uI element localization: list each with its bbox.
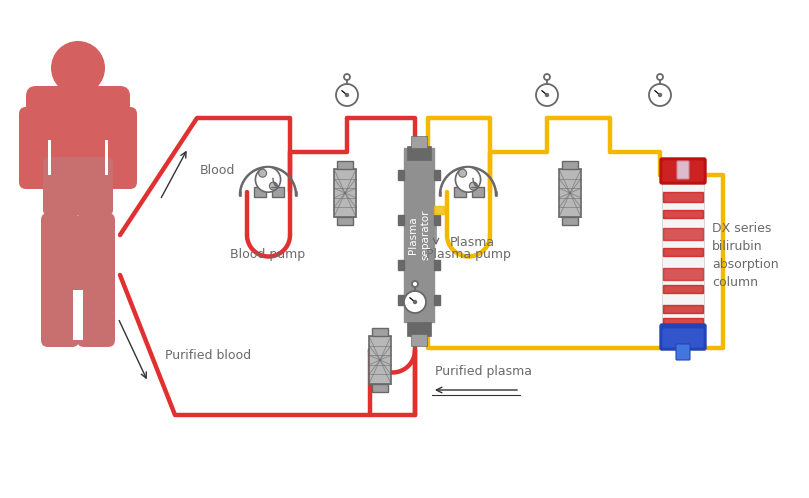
Circle shape <box>545 94 549 97</box>
Bar <box>404 148 434 322</box>
Bar <box>398 260 404 270</box>
FancyBboxPatch shape <box>19 107 55 189</box>
Circle shape <box>469 182 477 190</box>
Text: Blood: Blood <box>200 163 235 176</box>
FancyBboxPatch shape <box>43 157 113 215</box>
Circle shape <box>344 74 350 80</box>
Circle shape <box>256 167 281 192</box>
Text: Purified blood: Purified blood <box>165 349 251 362</box>
Text: Purified plasma: Purified plasma <box>435 365 532 378</box>
Bar <box>663 268 703 280</box>
Circle shape <box>51 41 105 95</box>
Bar <box>434 215 440 225</box>
Bar <box>73 290 83 340</box>
Circle shape <box>413 300 417 303</box>
Bar <box>454 187 466 197</box>
Bar <box>372 384 388 392</box>
Bar <box>559 169 581 217</box>
FancyBboxPatch shape <box>663 329 703 347</box>
Bar <box>48 120 108 165</box>
Text: Blood pump: Blood pump <box>231 248 306 261</box>
Bar <box>48 140 51 175</box>
Bar <box>663 318 703 326</box>
Bar <box>369 336 391 384</box>
Bar <box>398 170 404 180</box>
Bar <box>411 334 427 346</box>
Bar <box>407 322 431 336</box>
Circle shape <box>404 291 426 313</box>
FancyBboxPatch shape <box>663 161 703 181</box>
Bar <box>398 215 404 225</box>
Bar <box>105 140 108 175</box>
Bar <box>68 86 88 108</box>
Bar <box>254 187 266 197</box>
FancyBboxPatch shape <box>677 161 689 179</box>
Bar <box>434 170 440 180</box>
Bar <box>562 217 578 225</box>
Bar <box>411 136 427 148</box>
Circle shape <box>657 74 663 80</box>
Bar <box>337 217 353 225</box>
Bar <box>663 228 703 240</box>
Bar <box>662 182 704 328</box>
Circle shape <box>659 94 662 97</box>
Bar <box>663 210 703 218</box>
Bar <box>434 295 440 305</box>
Bar <box>562 161 578 169</box>
Circle shape <box>649 84 671 106</box>
Text: Plasma pump: Plasma pump <box>426 248 510 261</box>
Circle shape <box>259 169 267 177</box>
FancyBboxPatch shape <box>26 86 130 148</box>
Bar <box>398 295 404 305</box>
Bar <box>372 328 388 336</box>
Bar <box>334 169 356 217</box>
Circle shape <box>459 169 467 177</box>
Text: DX series
bilirubin
absorption
column: DX series bilirubin absorption column <box>712 222 778 288</box>
Bar <box>663 192 703 202</box>
Bar <box>407 146 431 160</box>
Circle shape <box>269 182 277 190</box>
Circle shape <box>345 94 349 97</box>
Text: Plasma: Plasma <box>450 236 495 249</box>
Bar <box>272 187 284 197</box>
Bar <box>434 260 440 270</box>
Circle shape <box>544 74 550 80</box>
FancyBboxPatch shape <box>41 213 79 347</box>
Circle shape <box>455 167 481 192</box>
Circle shape <box>412 281 418 287</box>
Circle shape <box>336 84 358 106</box>
FancyBboxPatch shape <box>676 344 690 360</box>
Bar <box>434 206 444 214</box>
Bar <box>337 161 353 169</box>
FancyBboxPatch shape <box>660 158 706 184</box>
FancyBboxPatch shape <box>77 213 115 347</box>
FancyBboxPatch shape <box>660 324 706 350</box>
Bar <box>472 187 484 197</box>
Text: Plasma
separator: Plasma separator <box>408 210 430 260</box>
Circle shape <box>536 84 558 106</box>
Bar <box>663 248 703 256</box>
Bar <box>663 285 703 293</box>
Bar <box>663 305 703 313</box>
FancyBboxPatch shape <box>101 107 137 189</box>
